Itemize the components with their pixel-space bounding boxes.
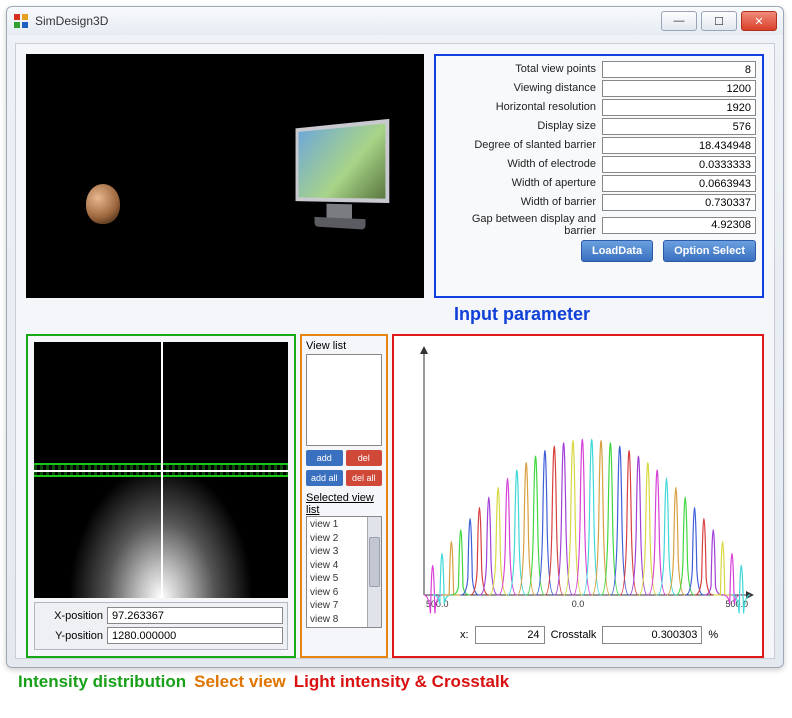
x-position-field[interactable] bbox=[107, 607, 283, 624]
app-window: SimDesign3D — ☐ ✕ Total view points Viewi… bbox=[6, 6, 784, 668]
selected-view-label: Selected view list bbox=[306, 492, 382, 516]
maximize-button[interactable]: ☐ bbox=[701, 11, 737, 31]
input-parameter-caption: Input parameter bbox=[454, 304, 590, 325]
param-field[interactable] bbox=[602, 137, 756, 154]
del-button[interactable]: del bbox=[346, 450, 383, 466]
list-item[interactable]: view 7 bbox=[310, 599, 364, 613]
select-view-panel: View list add del add all del all Select… bbox=[300, 334, 388, 658]
intensity-chart: 500.00.0500.0 bbox=[400, 342, 756, 614]
param-label: Width of barrier bbox=[442, 196, 602, 208]
selected-view-list[interactable]: view 1view 2view 3view 4view 5view 6view… bbox=[306, 516, 382, 628]
crosstalk-unit: % bbox=[708, 629, 718, 641]
load-data-button[interactable]: LoadData bbox=[581, 240, 653, 262]
param-field[interactable] bbox=[602, 156, 756, 173]
minimize-button[interactable]: — bbox=[661, 11, 697, 31]
param-field[interactable] bbox=[602, 175, 756, 192]
client-area: Total view points Viewing distance Horizon… bbox=[15, 43, 775, 659]
list-item[interactable]: view 1 bbox=[310, 518, 364, 532]
crosstalk-field[interactable] bbox=[602, 626, 702, 644]
intensity-readout: X-position Y-position bbox=[34, 602, 288, 650]
add-all-button[interactable]: add all bbox=[306, 470, 343, 486]
param-label: Display size bbox=[442, 120, 602, 132]
list-item[interactable]: view 8 bbox=[310, 613, 364, 627]
list-item[interactable]: view 4 bbox=[310, 559, 364, 573]
y-position-field[interactable] bbox=[107, 627, 283, 644]
titlebar: SimDesign3D — ☐ ✕ bbox=[7, 7, 783, 35]
list-item[interactable]: view 6 bbox=[310, 586, 364, 600]
view-list[interactable] bbox=[306, 354, 382, 446]
head-model bbox=[86, 184, 120, 224]
close-button[interactable]: ✕ bbox=[741, 11, 777, 31]
select-view-caption: Select view bbox=[194, 672, 286, 692]
param-field[interactable] bbox=[602, 80, 756, 97]
svg-text:0.0: 0.0 bbox=[572, 599, 585, 609]
3d-viewport[interactable] bbox=[26, 54, 424, 298]
input-parameter-panel: Total view points Viewing distance Horizon… bbox=[434, 54, 764, 298]
param-field[interactable] bbox=[602, 217, 756, 234]
intensity-distribution-panel: X-position Y-position bbox=[26, 334, 296, 658]
display-model bbox=[296, 119, 390, 259]
app-icon bbox=[13, 13, 29, 29]
param-field[interactable] bbox=[602, 99, 756, 116]
list-item[interactable]: view 5 bbox=[310, 572, 364, 586]
param-label: Viewing distance bbox=[442, 82, 602, 94]
view-list-label: View list bbox=[306, 340, 382, 352]
panel-captions: Intensity distribution Select view Light… bbox=[18, 672, 509, 692]
x-label: x: bbox=[460, 629, 469, 641]
list-item[interactable]: view 3 bbox=[310, 545, 364, 559]
scrollbar[interactable] bbox=[367, 517, 381, 627]
option-select-button[interactable]: Option Select bbox=[663, 240, 756, 262]
crosstalk-label: Crosstalk bbox=[551, 629, 597, 641]
param-label: Horizontal resolution bbox=[442, 101, 602, 113]
light-caption: Light intensity & Crosstalk bbox=[294, 672, 509, 692]
param-label: Width of aperture bbox=[442, 177, 602, 189]
x-position-label: X-position bbox=[39, 610, 107, 622]
intensity-plot[interactable] bbox=[34, 342, 288, 598]
param-label: Total view points bbox=[442, 63, 602, 75]
del-all-button[interactable]: del all bbox=[346, 470, 383, 486]
x-field[interactable] bbox=[475, 626, 545, 644]
y-position-label: Y-position bbox=[39, 630, 107, 642]
param-field[interactable] bbox=[602, 61, 756, 78]
param-field[interactable] bbox=[602, 118, 756, 135]
intensity-caption: Intensity distribution bbox=[18, 672, 186, 692]
light-intensity-panel: 500.00.0500.0 x: Crosstalk % bbox=[392, 334, 764, 658]
add-button[interactable]: add bbox=[306, 450, 343, 466]
param-label: Gap between display and barrier bbox=[442, 213, 602, 237]
param-label: Width of electrode bbox=[442, 158, 602, 170]
param-field[interactable] bbox=[602, 194, 756, 211]
list-item[interactable]: view 2 bbox=[310, 532, 364, 546]
param-label: Degree of slanted barrier bbox=[442, 139, 602, 151]
window-title: SimDesign3D bbox=[35, 14, 661, 28]
